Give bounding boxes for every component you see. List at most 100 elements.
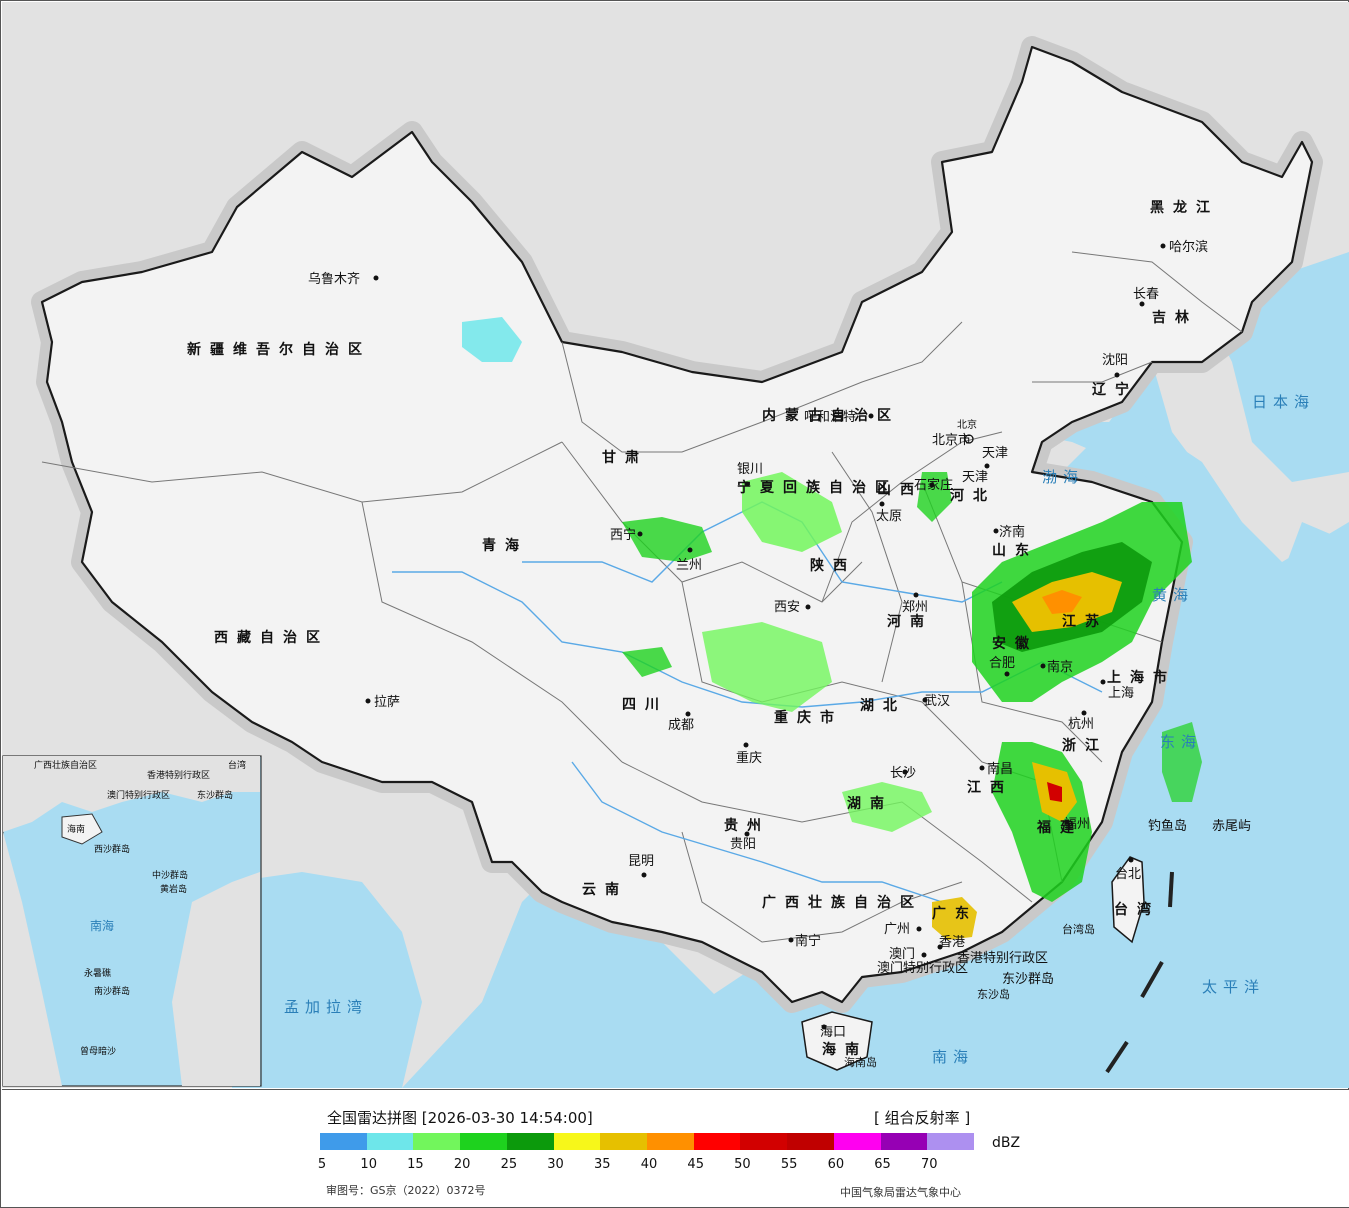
inset-label-dongsha: 东沙群岛	[197, 789, 233, 801]
bay-of-bengal	[232, 872, 422, 1088]
label-taipei: 台北	[1115, 867, 1141, 882]
inset-label-taiwan: 台湾	[228, 759, 246, 771]
label-chongqing: 重庆	[736, 750, 762, 766]
label-chongqing-shi: 重庆市	[774, 709, 843, 726]
inset-label-yongshu: 永暑礁	[84, 967, 111, 979]
color-swatch	[553, 1133, 601, 1150]
label-guangxi: 广西壮族自治区	[762, 894, 923, 911]
inset-label-guangxi: 广西壮族自治区	[34, 759, 97, 771]
label-haikou: 海口	[820, 1025, 846, 1040]
inset-label-south-sea: 南海	[90, 918, 114, 933]
label-lanzhou: 兰州	[676, 558, 702, 573]
scale-tick-label: 45	[687, 1157, 704, 1172]
label-xizang: 西藏自治区	[214, 629, 329, 646]
label-sea-south: 南海	[932, 1048, 974, 1066]
inset-label-nansha: 南沙群岛	[94, 985, 130, 997]
color-swatch	[413, 1133, 461, 1150]
color-scale-ticks: 5 10 15 20 25 30 35 40 45 50 55 60 65 70	[318, 1157, 974, 1173]
label-hebei: 河北	[950, 487, 996, 504]
inset-label-hk: 香港特别行政区	[147, 769, 210, 781]
label-nanjing: 南京	[1047, 659, 1073, 675]
label-xian: 西安	[774, 600, 800, 615]
hainan-island	[801, 1011, 873, 1071]
label-hunan: 湖南	[847, 795, 893, 812]
south-china-sea-inset	[2, 755, 262, 1087]
color-swatch	[833, 1133, 881, 1150]
inset-label-huangyan: 黄岩岛	[160, 883, 187, 895]
label-lhasa: 拉萨	[374, 695, 400, 710]
label-nanchang: 南昌	[987, 761, 1013, 777]
city-markers	[365, 243, 1166, 1030]
label-beijing-shi: 北京市	[932, 432, 971, 448]
scale-tick-label: 70	[921, 1157, 938, 1172]
label-kunming: 昆明	[628, 854, 654, 869]
inset-label-zhongsha: 中沙群岛	[152, 869, 188, 881]
label-diaoyu: 钓鱼岛	[1148, 818, 1187, 834]
label-hohhot: 呼和浩特	[804, 410, 856, 425]
label-taiwan-island: 台湾岛	[1062, 922, 1095, 936]
taiwan-island	[1111, 856, 1145, 944]
label-shijiazhuang: 石家庄	[914, 477, 953, 493]
label-shaanxi: 陕西	[810, 557, 856, 574]
label-changchun: 长春	[1133, 287, 1159, 302]
scale-tick-label: 25	[500, 1157, 518, 1172]
label-shenyang: 沈阳	[1102, 353, 1128, 368]
label-yunnan: 云南	[582, 881, 628, 898]
label-hainan: 海南	[822, 1041, 868, 1058]
color-swatch	[460, 1133, 507, 1150]
label-yinchuan: 银川	[737, 462, 763, 477]
label-hubei: 湖北	[860, 698, 906, 714]
province-boundaries	[41, 251, 1243, 943]
label-guangzhou: 广州	[884, 922, 910, 937]
label-jiangxi: 江西	[967, 779, 1013, 796]
label-sea-pacific: 太平洋	[1202, 978, 1265, 996]
color-swatch	[693, 1133, 741, 1150]
label-sea-bengal: 孟加拉湾	[284, 998, 368, 1016]
label-guizhou: 贵州	[724, 817, 770, 834]
label-sea-east: 东海	[1160, 733, 1202, 751]
label-macao-sar: 澳门特别行政区	[877, 960, 968, 976]
inset-label-macao: 澳门特别行政区	[107, 789, 170, 801]
color-swatch	[647, 1133, 694, 1150]
label-fuzhou: 福州	[1064, 817, 1090, 832]
label-jinan: 济南	[999, 524, 1025, 540]
label-dongsha-islands: 东沙群岛	[1002, 971, 1054, 987]
label-hefei: 合肥	[989, 656, 1015, 671]
color-swatch	[600, 1133, 648, 1150]
label-neimenggu: 内蒙古自治区	[762, 407, 900, 424]
label-changsha: 长沙	[890, 766, 916, 781]
label-taiyuan: 太原	[876, 509, 902, 524]
label-harbin: 哈尔滨	[1169, 239, 1208, 255]
legend-unit: dBZ	[992, 1135, 1021, 1151]
legend-panel: 全国雷达拼图 [2026-03-30 14:54:00] [ 组合反射率 ] d…	[2, 1089, 1349, 1207]
color-swatch	[787, 1133, 834, 1150]
label-sea-yellow: 黄海	[1152, 586, 1194, 604]
label-chengdu: 成都	[668, 718, 694, 733]
color-swatch	[320, 1133, 367, 1150]
label-anhui: 安徽	[992, 635, 1038, 652]
inset-label-xisha: 西沙群岛	[94, 843, 130, 855]
scale-tick-label: 60	[827, 1157, 845, 1172]
label-hainan-island: 海南岛	[844, 1055, 877, 1069]
label-xinjiang: 新疆维吾尔自治区	[187, 341, 371, 358]
radar-echoes	[462, 317, 1202, 940]
label-zhengzhou: 郑州	[902, 600, 928, 615]
label-henan: 河南	[887, 613, 933, 630]
scale-tick-label: 20	[453, 1157, 471, 1172]
color-swatch	[880, 1133, 928, 1150]
label-dongsha-isle: 东沙岛	[977, 987, 1010, 1001]
label-qinghai: 青海	[482, 537, 528, 554]
label-shanghai-shi: 上海市	[1107, 669, 1176, 686]
label-nanning: 南宁	[795, 933, 821, 949]
label-zhejiang: 浙江	[1062, 737, 1108, 754]
label-sichuan: 四川	[622, 697, 668, 713]
label-shanghai: 上海	[1108, 686, 1134, 701]
scale-tick-label: 35	[594, 1157, 611, 1172]
map-labels: 新疆维吾尔自治区 西藏自治区 青海 甘肃 内蒙古自治区 黑龙江 吉林 辽宁 河北…	[34, 199, 1309, 1069]
color-swatch	[506, 1133, 554, 1150]
label-chiwei: 赤尾屿	[1212, 819, 1251, 834]
label-guangdong: 广东	[932, 905, 978, 922]
data-source: 中国气象局雷达气象中心	[840, 1186, 961, 1199]
radar-mosaic-map: 新疆维吾尔自治区 西藏自治区 青海 甘肃 内蒙古自治区 黑龙江 吉林 辽宁 河北…	[2, 2, 1349, 1088]
scale-tick-label: 30	[547, 1157, 564, 1172]
